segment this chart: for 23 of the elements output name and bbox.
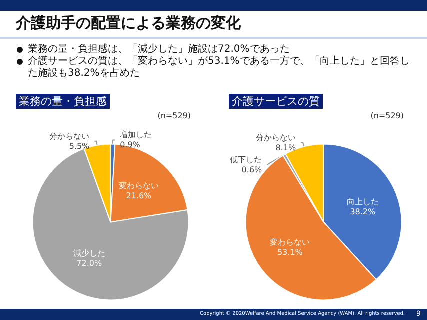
data-label: 0.6%	[242, 165, 263, 174]
slice-label: 分からない	[50, 132, 90, 141]
slice-label: 低下した	[230, 155, 262, 164]
slice-label: 変わらない	[270, 238, 310, 247]
data-label: 72.0%	[76, 258, 102, 268]
text: 介護助手の配置による業務の変化	[16, 14, 241, 33]
slice-label: 向上した	[346, 197, 379, 206]
data-label: 0.9%	[120, 140, 141, 150]
text: (n=529)	[370, 112, 404, 120]
chart-title: 介護サービスの質	[232, 95, 320, 108]
data-label: 53.1%	[277, 248, 304, 257]
slice-label: 減少した	[73, 248, 106, 258]
data-label: 5.5%	[69, 142, 90, 151]
data-label: 8.1%	[276, 143, 297, 152]
slice-label: 増加した	[119, 130, 152, 140]
slice-label: 分からない	[256, 133, 296, 142]
slice-label: 変わらない	[118, 182, 159, 191]
text: 業務の量・負担感は、「減少した」施設は72.0%であった	[27, 44, 291, 56]
chart-title: 業務の量・負担感	[19, 95, 107, 108]
data-label: 21.6%	[126, 192, 152, 201]
text: 介護サービスの質は、「変わらない」が53.1%である一方で、「向上した」と回答した施設も38.2%を占めた	[27, 56, 411, 80]
data-label: 38.2%	[350, 207, 376, 216]
text: (n=529)	[158, 112, 192, 120]
